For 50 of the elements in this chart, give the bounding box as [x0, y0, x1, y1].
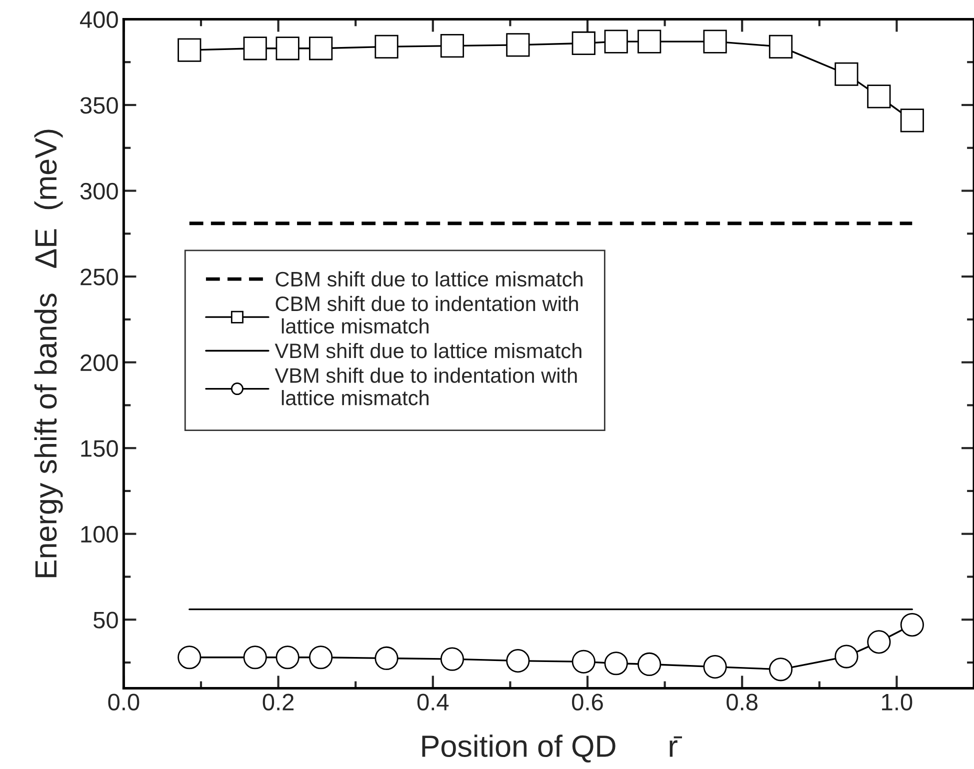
point: [440, 34, 464, 58]
x-tick-label: 0.0: [108, 694, 140, 710]
legend-label: CBM shift due to indentation with lattice mismatch: [276, 296, 578, 334]
y-tick-label: 250: [80, 268, 118, 286]
point: [768, 658, 793, 682]
y-tick-label: 400: [80, 11, 118, 28]
point: [572, 650, 596, 674]
point: [309, 36, 333, 60]
point: [900, 108, 924, 132]
point: [506, 33, 530, 57]
point: [834, 62, 858, 86]
legend-label: VBM shift due to indentation with lattice mismatch: [274, 368, 577, 406]
point: [900, 612, 924, 637]
point: [703, 30, 727, 54]
point: [834, 644, 858, 668]
y-tick-label: 150: [81, 440, 118, 457]
point: [867, 84, 891, 108]
legend-label: CBM shift due to lattice mismatch: [276, 271, 582, 287]
point: [572, 31, 596, 56]
point: [703, 655, 727, 679]
legend-label: VBM shift due to lattice mismatch: [274, 342, 582, 358]
point: [276, 646, 300, 670]
point: [178, 646, 202, 670]
x-axis-title: Position of QD r̄: [422, 734, 682, 762]
point: [309, 646, 333, 670]
point: [374, 34, 398, 58]
point: [243, 646, 267, 670]
point: [638, 30, 662, 54]
y-tick-label: 50: [94, 612, 118, 628]
point: [440, 647, 464, 671]
y-tick-label: 350: [80, 97, 118, 114]
point: [638, 652, 662, 676]
point: [768, 34, 793, 58]
point: [604, 30, 628, 54]
point: [178, 38, 202, 62]
x-tick-label: 0.8: [726, 694, 758, 710]
y-tick-label: 200: [80, 354, 118, 372]
y-tick-label: 300: [80, 182, 118, 200]
point: [243, 36, 267, 60]
point: [867, 630, 891, 654]
point: [604, 652, 628, 676]
x-tick-label: 0.6: [572, 694, 603, 710]
x-tick-label: 0.2: [262, 694, 294, 710]
point: [276, 36, 300, 60]
y-tick-label: 100: [81, 526, 118, 543]
x-tick-label: 1.0: [882, 694, 912, 710]
point: [506, 649, 530, 673]
y-axis-title: Energy shift of bands ΔE (meV): [34, 130, 63, 578]
x-tick-label: 0.4: [417, 694, 449, 710]
point: [374, 646, 398, 670]
